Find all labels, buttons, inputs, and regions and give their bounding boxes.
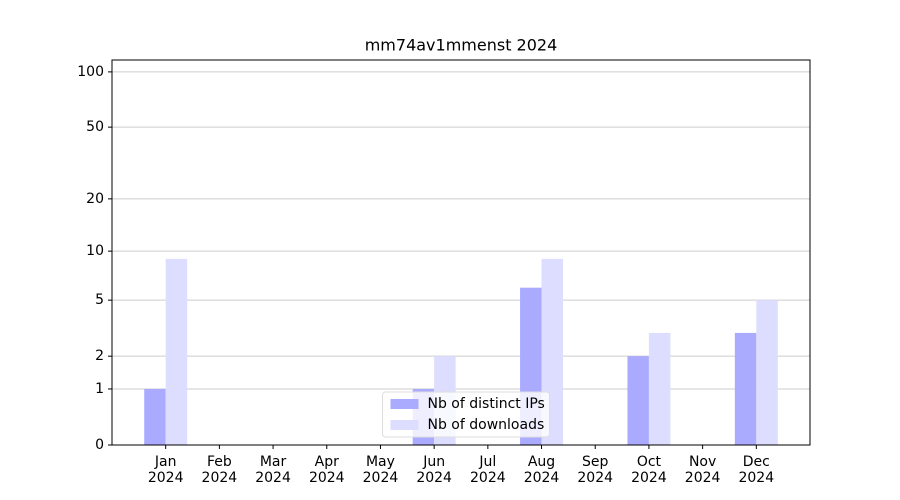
y-tick-label: 100 — [77, 64, 104, 80]
x-tick-label: Mar 2024 — [255, 454, 291, 486]
x-tick-label: Dec 2024 — [738, 454, 775, 486]
bar — [165, 258, 188, 445]
legend-swatch — [390, 399, 419, 409]
y-tick-label: 50 — [86, 119, 104, 135]
bar — [144, 388, 166, 445]
bar — [734, 332, 757, 445]
x-tick-label: Nov 2024 — [684, 454, 721, 486]
y-tick-label: 1 — [95, 381, 104, 397]
y-tick-label: 5 — [95, 292, 104, 308]
x-tick-label: Jan 2024 — [147, 454, 184, 486]
y-tick-label: 10 — [86, 243, 104, 259]
x-tick-label: Feb 2024 — [201, 454, 238, 486]
chart-title: mm74av1mmenst 2024 — [365, 36, 558, 55]
y-tick-label: 2 — [95, 348, 104, 364]
x-tick-label: Jun 2024 — [416, 454, 452, 486]
bar — [648, 332, 671, 445]
x-tick-label: Jul 2024 — [470, 454, 506, 486]
legend-label: Nb of distinct IPs — [428, 396, 545, 412]
x-tick-label: Oct 2024 — [631, 454, 667, 486]
legend-swatch — [390, 420, 419, 430]
legend: Nb of distinct IPs Nb of downloads — [382, 391, 550, 438]
x-tick-label: Sep 2024 — [577, 454, 614, 486]
bar — [627, 356, 649, 445]
plot-frame — [111, 59, 811, 446]
y-tick-label: 20 — [86, 191, 104, 207]
x-tick-label: Aug 2024 — [523, 454, 560, 486]
x-tick-label: Apr 2024 — [308, 454, 345, 486]
legend-label: Nb of downloads — [428, 417, 545, 433]
bar — [756, 300, 778, 445]
y-tick-label: 0 — [95, 437, 104, 453]
legend-box — [382, 391, 550, 438]
x-tick-label: May 2024 — [362, 454, 399, 486]
